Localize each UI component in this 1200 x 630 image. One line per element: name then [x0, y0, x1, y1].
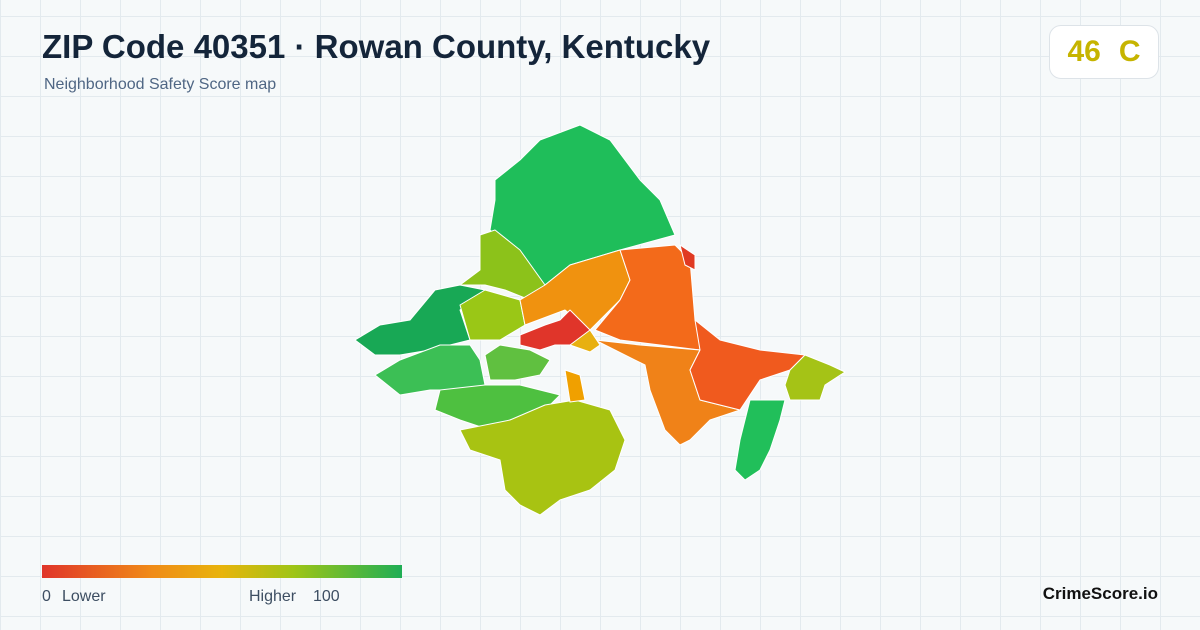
subtitle: Neighborhood Safety Score map [44, 76, 277, 93]
legend-gradient [42, 565, 402, 578]
region [734, 399, 786, 481]
region [784, 354, 846, 401]
region [679, 244, 696, 271]
legend-min-label: Lower [62, 588, 106, 605]
legend-min: 0 [42, 588, 51, 605]
region [689, 319, 806, 411]
score-value: 46 [1067, 35, 1101, 68]
brand: CrimeScore.io [1042, 584, 1158, 603]
legend-max-label: Higher [249, 588, 297, 605]
region [374, 344, 486, 396]
region [484, 344, 551, 381]
region [459, 399, 626, 516]
legend-max: 100 [313, 588, 340, 605]
region [459, 229, 546, 301]
score-grade: C [1118, 35, 1141, 68]
title: ZIP Code 40351 · Rowan County, Kentucky [42, 28, 711, 65]
region [569, 329, 601, 353]
score-badge: 46 C [1049, 25, 1159, 79]
region [564, 369, 586, 403]
